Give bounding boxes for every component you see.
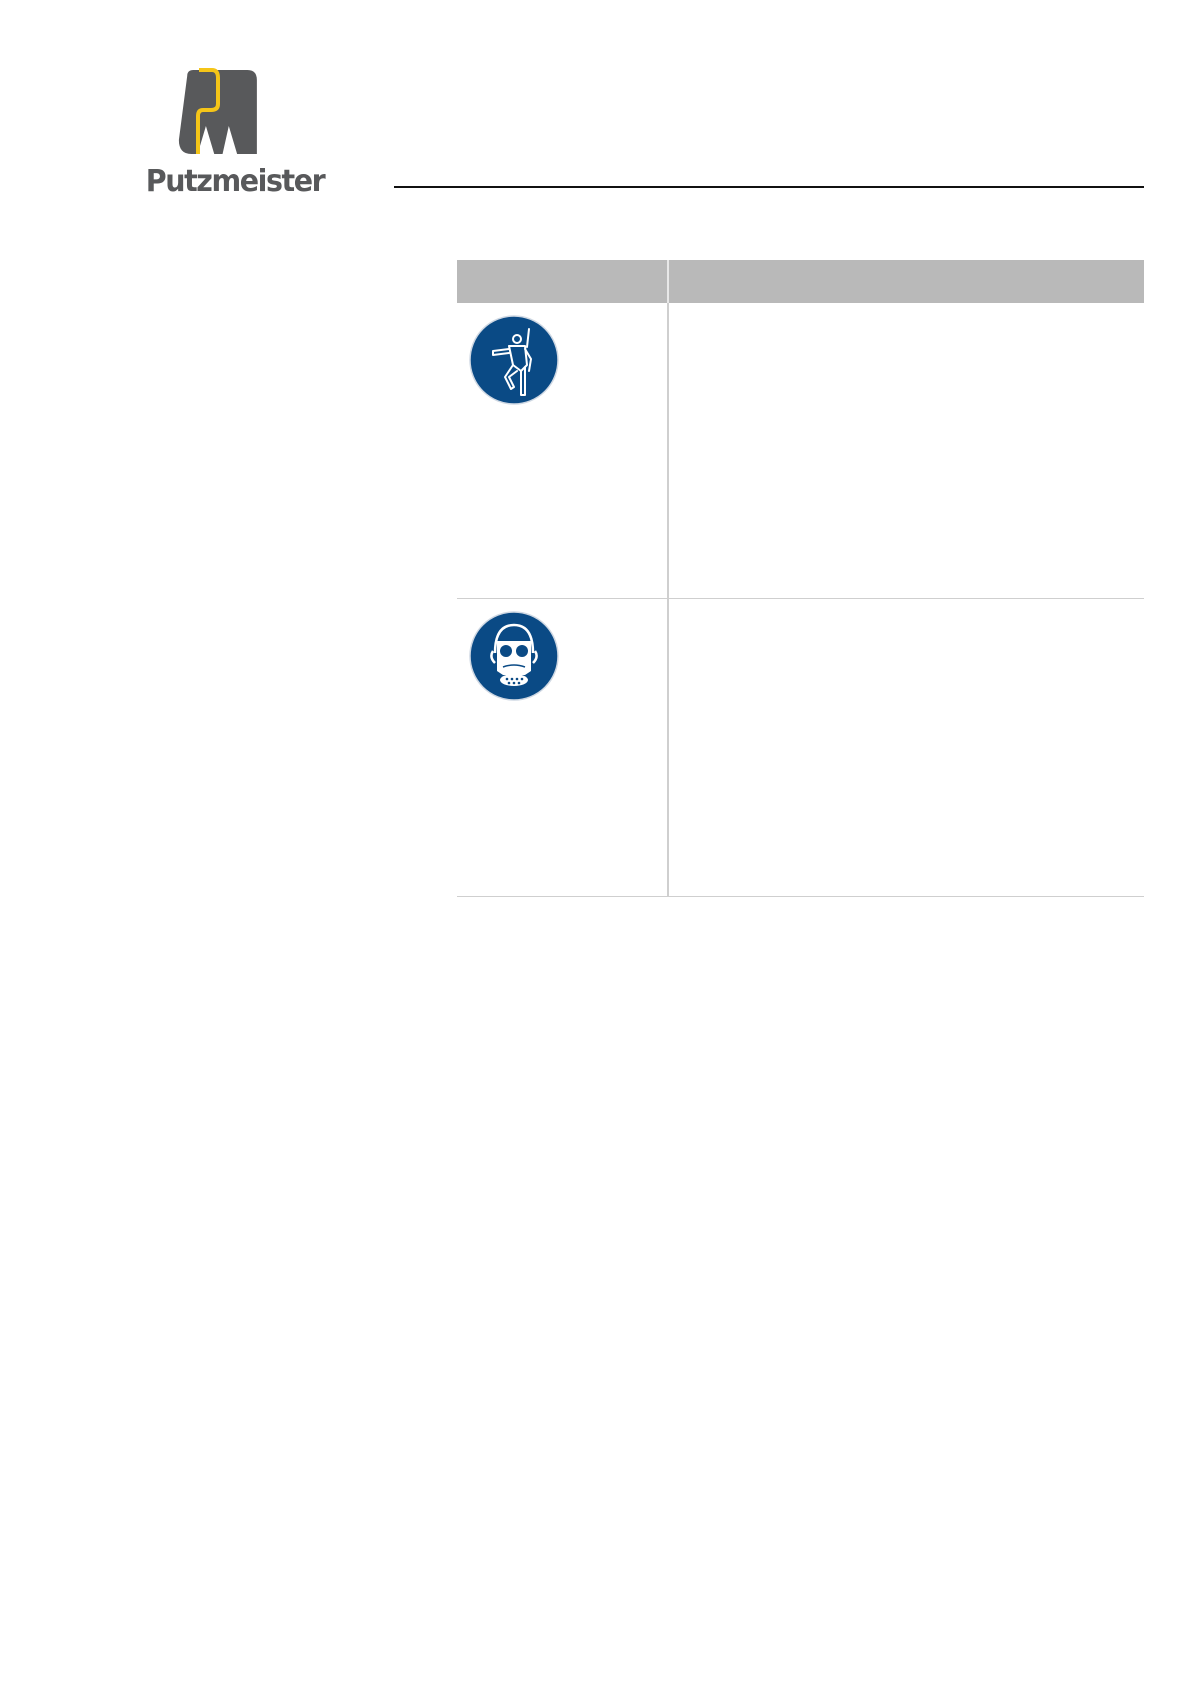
table-row: [457, 303, 1144, 599]
row-description: [668, 598, 1144, 897]
logo-mark-icon: [178, 68, 257, 154]
safety-harness-mandatory-icon: [469, 315, 559, 405]
table-header-row: [457, 260, 1144, 303]
logo-wordmark: Putzmeister: [145, 164, 326, 199]
table-row: [457, 598, 1144, 897]
row-description: [668, 303, 1144, 599]
column-header-symbol: [457, 260, 669, 303]
header-divider: [394, 186, 1144, 188]
respirator-mask-mandatory-icon: [469, 611, 559, 701]
putzmeister-logo: Putzmeister: [112, 66, 358, 199]
safety-signs-table: [457, 260, 1144, 897]
column-header-meaning: [668, 260, 1144, 303]
